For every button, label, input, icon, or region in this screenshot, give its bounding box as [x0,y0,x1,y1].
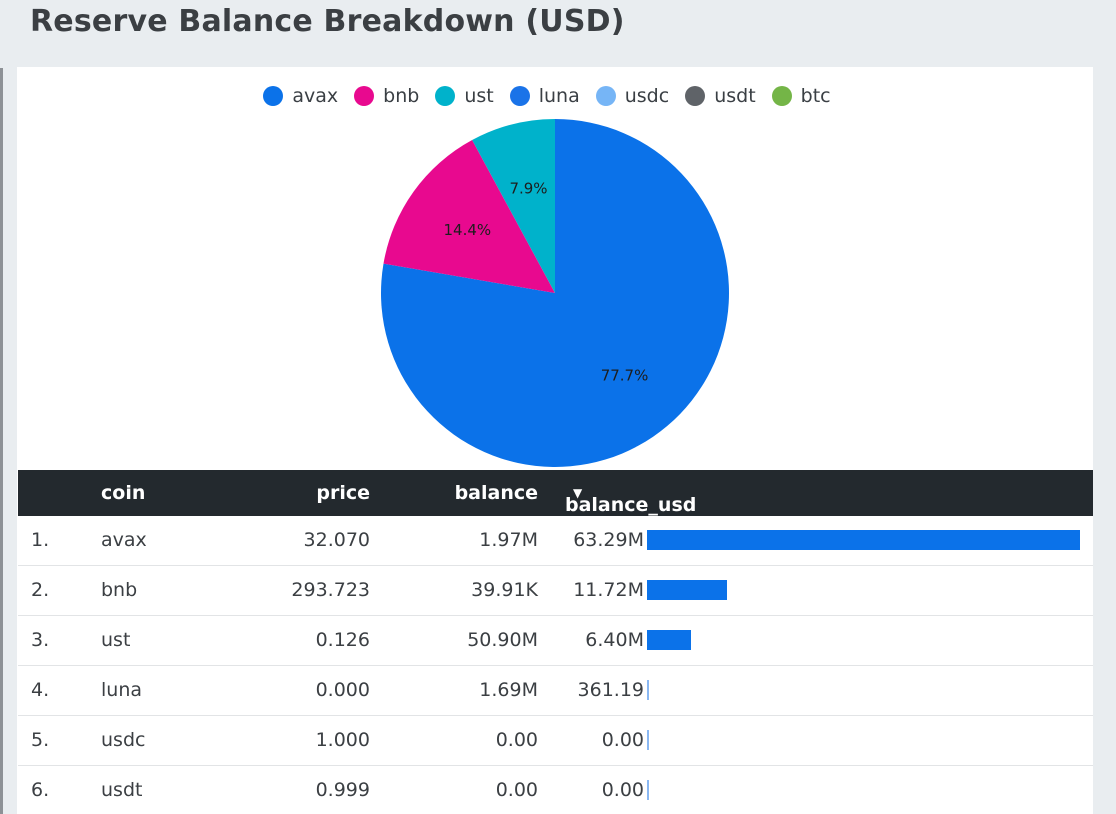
table-row[interactable]: 5. usdc 1.000 0.00 0.00 [18,716,1093,766]
cell-balance-usd: 11.72M [573,579,644,601]
table-row[interactable]: 6. usdt 0.999 0.00 0.00 [18,766,1093,814]
pie-slice-ust[interactable] [472,119,555,293]
table-body: 1. avax 32.070 1.97M 63.29M 2. bnb 293.723 39.91… [18,516,1093,814]
legend-label: ust [464,85,494,107]
legend-swatch [771,86,792,106]
legend-item-usdt[interactable]: usdt [685,85,756,107]
header-balance[interactable]: balance [454,482,538,504]
legend-label: usdc [624,85,670,107]
coin-table: coin price balance balance_usd ▼ 1. avax 32… [18,470,1093,814]
row-index: 2. [31,579,50,601]
sort-descending-icon: ▼ [573,486,583,500]
header-price[interactable]: price [316,482,370,504]
legend-swatch [354,86,375,106]
table-row[interactable]: 1. avax 32.070 1.97M 63.29M [18,516,1093,566]
left-accent-divider [0,68,3,814]
cell-balance: 1.97M [479,529,538,551]
cell-balance-usd: 63.29M [573,529,644,551]
row-index: 4. [31,679,50,701]
cell-price: 1.000 [315,729,370,751]
legend-swatch [595,86,616,106]
legend-item-usdc[interactable]: usdc [595,85,670,107]
cell-balance: 0.00 [495,779,538,801]
balance-usd-bar [647,780,649,800]
cell-coin: usdt [101,779,143,801]
cell-balance: 1.69M [479,679,538,701]
cell-price: 293.723 [291,579,370,601]
table-header: coin price balance balance_usd ▼ [18,470,1093,516]
cell-balance-usd: 6.40M [585,629,644,651]
cell-price: 32.070 [303,529,370,551]
legend-swatch [263,86,284,106]
legend-label: usdt [714,85,756,107]
cell-coin: usdc [101,729,146,751]
header-coin[interactable]: coin [101,482,146,504]
cell-price: 0.126 [315,629,370,651]
table-row[interactable]: 2. bnb 293.723 39.91K 11.72M [18,566,1093,616]
legend-item-ust[interactable]: ust [435,85,494,107]
legend-item-avax[interactable]: avax [263,85,338,107]
cell-balance: 50.90M [467,629,538,651]
chart-legend: avax bnb ust luna usdc usdt btc [17,85,1093,107]
legend-item-btc[interactable]: btc [771,85,831,107]
page-title: Reserve Balance Breakdown (USD) [30,4,625,39]
cell-price: 0.999 [315,779,370,801]
pie-label-bnb: 14.4% [443,221,491,239]
balance-usd-bar [647,730,649,750]
row-index: 6. [31,779,50,801]
legend-item-bnb[interactable]: bnb [354,85,419,107]
legend-label: btc [800,85,831,107]
cell-balance: 0.00 [495,729,538,751]
cell-coin: luna [101,679,143,701]
legend-swatch [509,86,530,106]
legend-label: luna [538,85,580,107]
cell-price: 0.000 [315,679,370,701]
balance-usd-bar [647,680,649,700]
chart-panel: avax bnb ust luna usdc usdt btc 77.7% 14.… [17,67,1093,814]
pie-slice-bnb[interactable] [383,139,555,293]
legend-swatch [435,86,456,106]
header-balance-usd[interactable]: balance_usd ▼ [565,482,696,516]
pie-label-ust: 7.9% [509,179,547,197]
cell-balance-usd: 0.00 [601,729,644,751]
row-index: 3. [31,629,50,651]
pie-label-avax: 77.7% [601,366,649,384]
balance-usd-bar [647,530,1080,550]
cell-coin: ust [101,629,131,651]
balance-usd-bar [647,580,727,600]
legend-label: bnb [383,85,420,107]
cell-balance: 39.91K [471,579,538,601]
cell-coin: bnb [101,579,138,601]
table-row[interactable]: 3. ust 0.126 50.90M 6.40M [18,616,1093,666]
cell-balance-usd: 361.19 [577,679,644,701]
row-index: 1. [31,529,50,551]
table-row[interactable]: 4. luna 0.000 1.69M 361.19 [18,666,1093,716]
legend-swatch [685,86,706,106]
cell-coin: avax [101,529,147,551]
cell-balance-usd: 0.00 [601,779,644,801]
legend-label: avax [292,85,339,107]
pie-chart: 77.7% 14.4% 7.9% [381,119,729,467]
row-index: 5. [31,729,50,751]
legend-item-luna[interactable]: luna [509,85,580,107]
balance-usd-bar [647,630,691,650]
header-balance-usd-label: balance_usd [565,494,697,516]
